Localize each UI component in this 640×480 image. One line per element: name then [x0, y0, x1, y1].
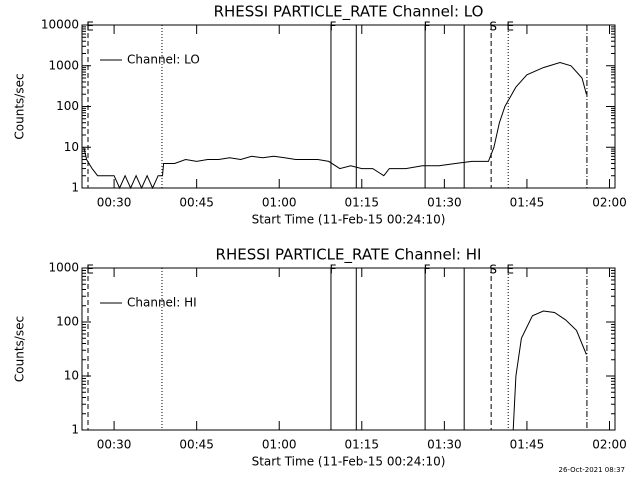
event-label: E — [506, 20, 514, 34]
legend-label: Channel: LO — [127, 53, 200, 67]
x-tick-label: 01:30 — [427, 196, 462, 210]
x-tick-label: 01:00 — [262, 196, 297, 210]
x-tick-label: 01:15 — [344, 196, 379, 210]
y-tick-label: 1 — [71, 423, 79, 437]
event-label: E — [86, 263, 94, 277]
y-tick-label: 10000 — [41, 18, 79, 32]
y-tick-label: 100 — [56, 99, 79, 113]
footer: 26-Oct-2021 08:37 — [559, 466, 625, 474]
x-tick-label: 01:30 — [427, 438, 462, 452]
event-label: E — [506, 263, 514, 277]
event-label: F — [424, 20, 431, 34]
event-label: S — [489, 20, 497, 34]
event-label: S — [489, 263, 497, 277]
y-tick-label: 10 — [64, 369, 79, 383]
data-line — [83, 61, 587, 190]
x-tick-label: 01:45 — [510, 196, 545, 210]
y-tick-label: 100 — [56, 315, 79, 329]
data-line — [512, 310, 587, 431]
x-tick-label: 02:00 — [592, 438, 627, 452]
x-tick-label: 00:45 — [179, 438, 214, 452]
legend-label: Channel: HI — [127, 296, 197, 310]
x-tick-label: 00:30 — [97, 196, 132, 210]
x-tick-label: 01:00 — [262, 438, 297, 452]
x-tick-label: 00:45 — [179, 196, 214, 210]
event-label: F — [424, 263, 431, 277]
plot-frame — [81, 267, 616, 431]
chart-title: RHESSI PARTICLE_RATE Channel: LO — [214, 3, 484, 22]
y-tick-label: 10 — [64, 140, 79, 154]
chart-title: RHESSI PARTICLE_RATE Channel: HI — [216, 246, 482, 265]
y-axis-label: Counts/sec — [13, 316, 27, 382]
x-axis-label: Start Time (11-Feb-15 00:24:10) — [252, 213, 446, 227]
x-tick-label: 01:15 — [344, 438, 379, 452]
x-axis-label: Start Time (11-Feb-15 00:24:10) — [252, 455, 446, 469]
x-tick-label: 02:00 — [592, 196, 627, 210]
event-label: F — [330, 263, 337, 277]
y-tick-label: 1000 — [48, 261, 79, 275]
x-tick-label: 00:30 — [97, 438, 132, 452]
event-label: E — [86, 20, 94, 34]
x-tick-label: 01:45 — [510, 438, 545, 452]
event-label: F — [330, 20, 337, 34]
y-axis-label: Counts/sec — [13, 73, 27, 139]
y-tick-label: 1 — [71, 181, 79, 195]
y-tick-label: 1000 — [48, 58, 79, 72]
